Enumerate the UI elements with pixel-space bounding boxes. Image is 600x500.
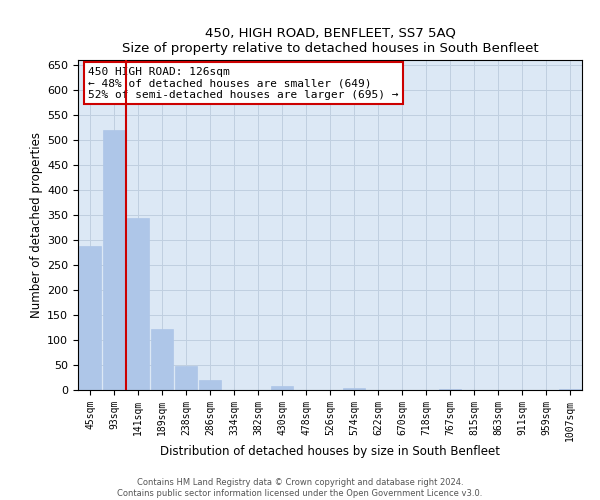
X-axis label: Distribution of detached houses by size in South Benfleet: Distribution of detached houses by size … — [160, 445, 500, 458]
Y-axis label: Number of detached properties: Number of detached properties — [30, 132, 43, 318]
Bar — [127, 218, 149, 390]
Bar — [439, 388, 461, 390]
Bar — [199, 380, 221, 390]
Bar — [79, 246, 101, 390]
Text: 450 HIGH ROAD: 126sqm
← 48% of detached houses are smaller (649)
52% of semi-det: 450 HIGH ROAD: 126sqm ← 48% of detached … — [88, 66, 398, 100]
Bar — [271, 386, 293, 390]
Bar — [559, 388, 581, 390]
Text: Contains HM Land Registry data © Crown copyright and database right 2024.
Contai: Contains HM Land Registry data © Crown c… — [118, 478, 482, 498]
Bar — [175, 366, 197, 390]
Bar — [151, 329, 173, 390]
Bar — [343, 388, 365, 390]
Title: 450, HIGH ROAD, BENFLEET, SS7 5AQ
Size of property relative to detached houses i: 450, HIGH ROAD, BENFLEET, SS7 5AQ Size o… — [122, 26, 538, 54]
Bar — [103, 130, 125, 390]
